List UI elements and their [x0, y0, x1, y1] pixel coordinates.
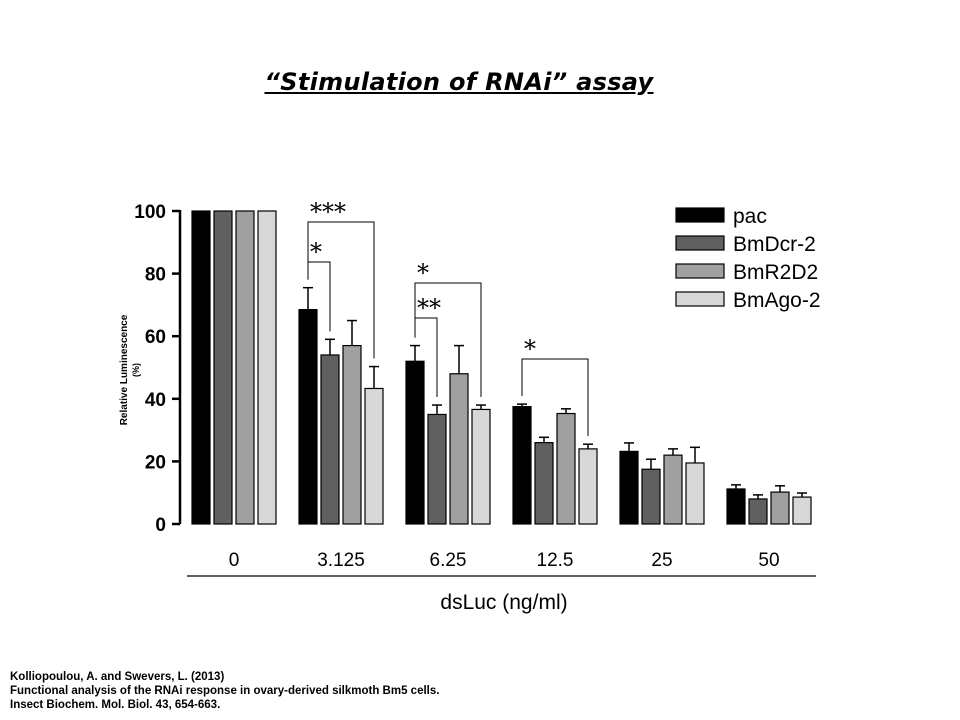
bar: [471, 408, 491, 525]
bar: [556, 412, 576, 525]
significance-bracket: [414, 282, 482, 398]
bar: [342, 344, 362, 525]
significance-bracket: [414, 317, 438, 398]
axes-group: 0 20 40 60 80 100 0 3.125 6.25 12.5 25 50: [134, 202, 816, 577]
citation-line-authors: Kolliopoulou, A. and Swevers, L. (2013): [10, 671, 225, 683]
legend-swatch: [675, 263, 725, 279]
bar: [364, 387, 384, 525]
significance-label: *: [417, 259, 429, 287]
x-tick-label: 3.125: [317, 550, 365, 571]
citation-line-title: Functional analysis of the RNAi response…: [10, 685, 440, 697]
y-tick-label: 60: [145, 327, 166, 348]
bar: [191, 210, 211, 525]
y-tick-label: 80: [145, 265, 166, 286]
x-tick-label: 50: [758, 550, 779, 571]
significance-label: *: [524, 335, 536, 363]
y-tick-label: 40: [145, 390, 166, 411]
legend: pac BmDcr-2 BmR2D2 BmAgo-2: [675, 205, 821, 312]
legend-label: pac: [733, 205, 767, 228]
bar: [663, 454, 683, 525]
y-tick-label: 0: [155, 515, 166, 536]
bar: [235, 210, 255, 525]
bar: [685, 462, 705, 525]
bar: [726, 488, 746, 525]
x-tick-label: 25: [651, 550, 672, 571]
y-tick-label: 20: [145, 452, 166, 473]
significance-label: **: [417, 294, 441, 322]
bar: [213, 210, 233, 525]
bar: [298, 308, 318, 525]
y-tick-label: 100: [134, 202, 166, 223]
x-tick-label: 6.25: [430, 550, 467, 571]
bar: [257, 210, 277, 525]
legend-swatch: [675, 207, 725, 223]
significance-bracket: [307, 261, 331, 332]
x-tick-label: 0: [229, 550, 240, 571]
legend-label: BmR2D2: [733, 261, 818, 284]
citation: Kolliopoulou, A. and Swevers, L. (2013) …: [10, 670, 439, 712]
citation-line-journal: Insect Biochem. Mol. Biol. 43, 654-663.: [10, 699, 221, 711]
legend-swatch: [675, 291, 725, 307]
significance-bracket: [521, 358, 589, 437]
significance-label: ***: [310, 198, 346, 226]
bar: [320, 354, 340, 525]
bar: [792, 496, 812, 525]
legend-swatch: [675, 235, 725, 251]
legend-label: BmAgo-2: [733, 289, 821, 312]
significance-bracket: [307, 221, 375, 359]
bars-group: [191, 210, 812, 525]
bar: [748, 498, 768, 525]
x-axis-label: dsLuc (ng/ml): [440, 591, 567, 614]
y-axis-unit-label: (%): [131, 363, 141, 377]
y-axis-label: Relative Luminescence: [119, 314, 130, 425]
bar: [578, 448, 598, 525]
bar: [449, 373, 469, 525]
legend-label: BmDcr-2: [733, 233, 816, 256]
bar: [619, 450, 639, 525]
bar: [641, 468, 661, 525]
error-bars-group: [303, 286, 807, 499]
bar: [427, 413, 447, 525]
significance-label: *: [310, 238, 322, 266]
significance-brackets-group: ********: [307, 198, 589, 437]
bar: [770, 491, 790, 525]
bar: [405, 360, 425, 525]
x-tick-label: 12.5: [537, 550, 574, 571]
bar: [534, 442, 554, 525]
bar: [512, 406, 532, 525]
slide-title: “Stimulation of RNAi” assay: [264, 68, 654, 96]
